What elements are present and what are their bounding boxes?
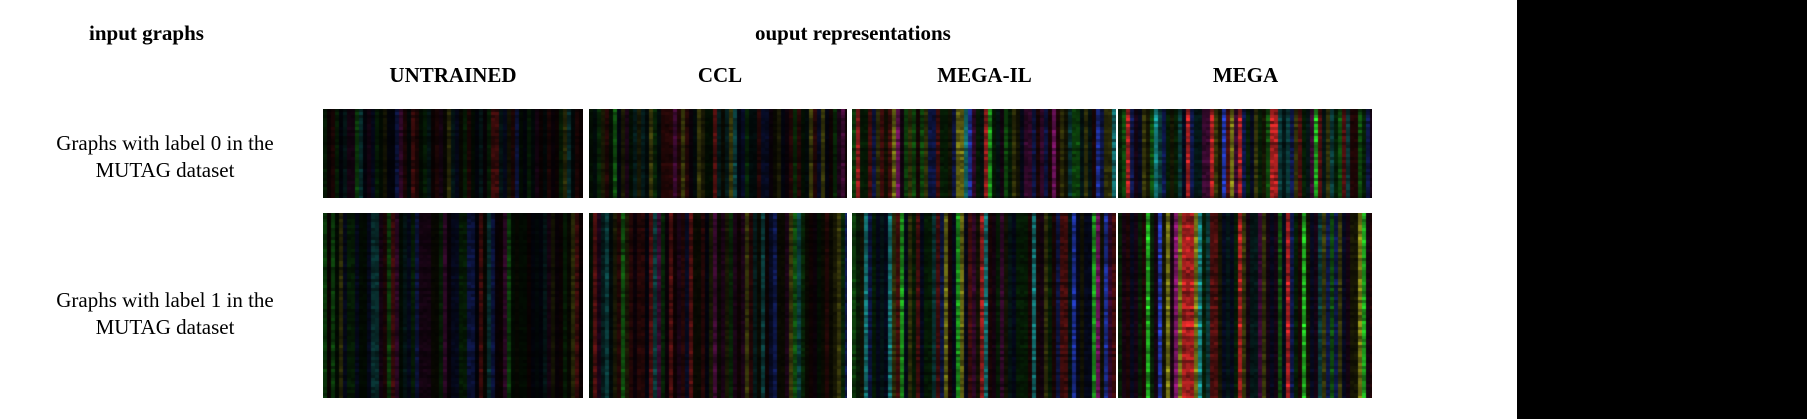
heatmap-mega-label1 (1118, 213, 1372, 398)
method-header-mega: MEGA (1118, 63, 1373, 88)
heatmap-untrained-label0 (323, 109, 583, 198)
panel-untrained-label0 (323, 109, 583, 198)
input-graphs-header: input graphs (89, 21, 204, 46)
panel-mega-il-label0 (852, 109, 1116, 198)
right-black-strip (1517, 0, 1807, 419)
heatmap-mega-label0 (1118, 109, 1372, 198)
heatmap-mega-il-label0 (852, 109, 1116, 198)
panel-mega-label0 (1118, 109, 1372, 198)
method-header-mega-il: MEGA-IL (852, 63, 1117, 88)
panel-untrained-label1 (323, 213, 583, 398)
row-label-1: Graphs with label 1 in the MUTAG dataset (20, 287, 310, 341)
heatmap-ccl-label0 (589, 109, 847, 198)
method-header-ccl: CCL (590, 63, 850, 88)
heatmap-ccl-label1 (589, 213, 847, 398)
panel-mega-il-label1 (852, 213, 1116, 398)
panel-ccl-label1 (589, 213, 847, 398)
panel-mega-label1 (1118, 213, 1372, 398)
heatmap-mega-il-label1 (852, 213, 1116, 398)
panel-ccl-label0 (589, 109, 847, 198)
method-header-untrained: UNTRAINED (323, 63, 583, 88)
heatmap-untrained-label1 (323, 213, 583, 398)
row-label-0: Graphs with label 0 in the MUTAG dataset (20, 130, 310, 184)
output-representations-header: ouput representations (755, 21, 951, 46)
